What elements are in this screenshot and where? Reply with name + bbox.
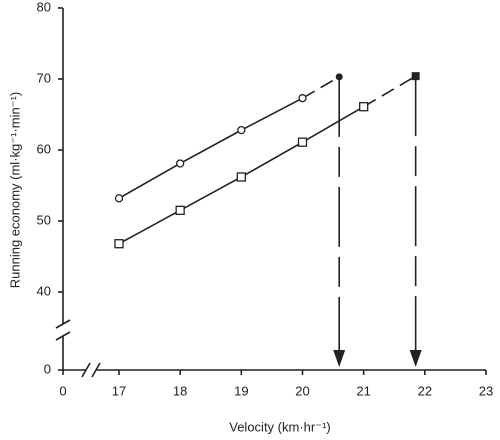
- point: [175, 205, 185, 216]
- x-tick-label: 18: [173, 383, 187, 398]
- y-axis-label: Running economy (ml·kg⁻¹·min⁻¹): [7, 92, 22, 289]
- axis-break: [91, 362, 101, 378]
- x-tick-label: 17: [112, 383, 126, 398]
- y-tick-label: 50: [37, 212, 51, 227]
- point: [236, 172, 246, 182]
- y-tick-label: 70: [37, 70, 51, 85]
- y-tick-label: 0: [44, 361, 51, 376]
- point: [359, 102, 369, 112]
- x-tick-label: 19: [234, 383, 248, 398]
- x-axis-label: Velocity (km·hr⁻¹): [229, 419, 330, 434]
- extrapolation-line: [302, 76, 340, 99]
- axis-break: [81, 362, 91, 378]
- y-tick-label: 60: [37, 141, 51, 156]
- x-tick-label: 22: [418, 383, 432, 398]
- point: [176, 159, 185, 168]
- axis-break: [55, 331, 71, 341]
- y-tick-label: 40: [37, 283, 51, 298]
- arrow-head: [333, 350, 346, 367]
- peak-point: [335, 73, 343, 81]
- series-line: [118, 97, 303, 199]
- point: [297, 137, 308, 147]
- x-tick-label: 0: [59, 383, 66, 398]
- peak-point: [411, 72, 420, 81]
- extrapolation-line: [363, 75, 417, 108]
- y-tick-label: 80: [37, 0, 51, 14]
- point: [114, 239, 124, 249]
- axis-break: [55, 319, 71, 329]
- point: [114, 194, 124, 203]
- arrow-head: [409, 350, 422, 367]
- point: [237, 125, 246, 135]
- x-tick-label: 21: [356, 383, 370, 398]
- x-tick-label: 20: [295, 383, 309, 398]
- x-tick-label: 23: [479, 383, 493, 398]
- point: [298, 94, 307, 103]
